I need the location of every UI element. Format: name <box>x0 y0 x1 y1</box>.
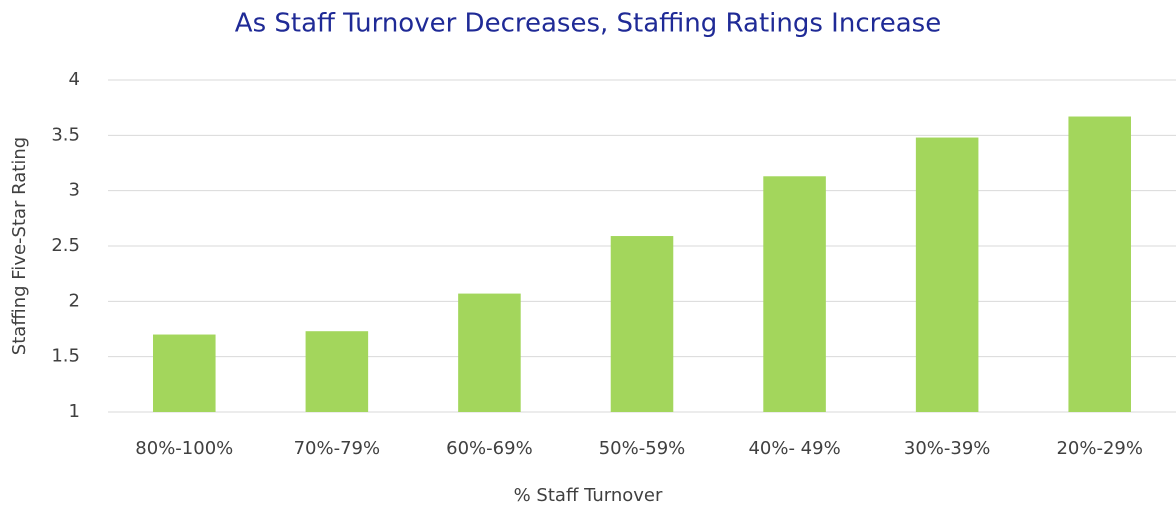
y-tick-label: 1.5 <box>51 346 80 367</box>
bar <box>763 176 826 412</box>
x-axis-label: % Staff Turnover <box>514 485 663 506</box>
bar <box>458 293 521 412</box>
y-tick-label: 1 <box>69 401 80 422</box>
bar <box>915 137 979 412</box>
y-tick-label: 3 <box>69 180 80 201</box>
bar <box>610 236 674 412</box>
x-tick-label: 80%-100% <box>135 438 233 459</box>
x-tick-label: 30%-39% <box>904 438 991 459</box>
y-tick-label: 2 <box>69 290 80 311</box>
x-tick-label: 40%- 49% <box>748 438 840 459</box>
x-tick-label: 60%-69% <box>446 438 533 459</box>
y-axis-label: Staffing Five-Star Rating <box>9 137 30 355</box>
bar <box>305 331 369 412</box>
chart-title: As Staff Turnover Decreases, Staffing Ra… <box>235 9 941 39</box>
x-tick-label: 20%-29% <box>1056 438 1143 459</box>
y-tick-label: 3.5 <box>51 124 80 145</box>
x-tick-label: 50%-59% <box>599 438 686 459</box>
y-tick-label: 2.5 <box>51 235 80 256</box>
bar <box>1068 116 1131 413</box>
y-tick-label: 4 <box>69 69 80 90</box>
bar <box>153 334 216 412</box>
x-tick-label: 70%-79% <box>294 438 381 459</box>
